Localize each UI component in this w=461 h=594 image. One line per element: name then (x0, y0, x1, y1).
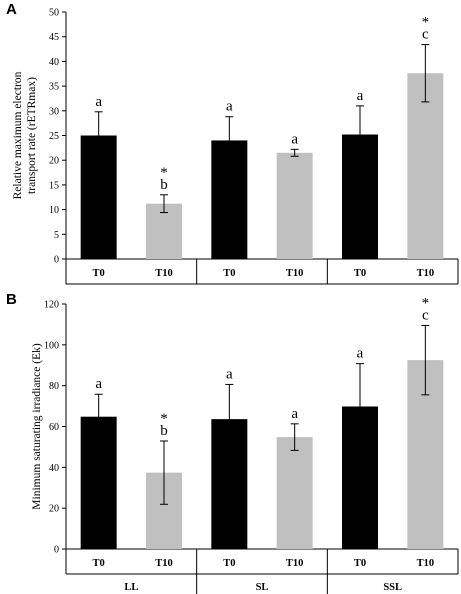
panel-letter: B (6, 291, 17, 308)
y-tick-label: 15 (49, 180, 59, 191)
x-tick-label: T0 (223, 268, 235, 279)
y-tick-label: 0 (54, 545, 59, 556)
y-tick-label: 20 (49, 156, 59, 167)
significance-star: * (422, 15, 430, 31)
group-label: LL (124, 582, 138, 593)
significance-letter: b (160, 423, 168, 439)
y-tick-label: 120 (44, 300, 59, 311)
significance-letter: a (95, 94, 102, 110)
significance-letter: c (422, 307, 429, 323)
y-axis-label: Minimum saturating irradiance (Ek) (31, 343, 43, 510)
x-tick-label: T10 (155, 268, 173, 279)
significance-letter: c (422, 27, 429, 43)
panel-a: A Relative maximum electron transport rate… (6, 1, 459, 285)
significance-letter: a (357, 88, 364, 104)
y-tick-label: 80 (49, 381, 59, 392)
x-tick-label: T0 (354, 268, 366, 279)
x-tick-label: T10 (286, 268, 304, 279)
x-tick-label: T0 (223, 558, 235, 569)
y-tick-label: 20 (49, 504, 59, 515)
x-tick-label: T0 (354, 558, 366, 569)
x-tick-label: T10 (417, 268, 435, 279)
significance-letter: a (291, 406, 298, 422)
significance-letter: a (95, 376, 102, 392)
x-tick-label: T10 (417, 558, 435, 569)
significance-letter: a (226, 99, 233, 115)
panel-b: B Minimum saturating irradiance (Ek) 0 20 40… (6, 291, 459, 594)
y-tick-label: 50 (49, 8, 59, 19)
y-tick-label: 40 (49, 57, 59, 68)
significance-star: * (422, 295, 430, 311)
significance-star: * (160, 165, 168, 181)
significance-star: * (160, 411, 168, 427)
y-tick-label: 100 (44, 340, 59, 351)
x-tick-label: T10 (286, 558, 304, 569)
y-tick-label: 35 (49, 82, 59, 93)
y-tick-label: 40 (49, 463, 59, 474)
significance-letter: b (160, 177, 168, 193)
y-tick-label: 45 (49, 32, 59, 43)
bar (276, 152, 313, 259)
bar (407, 73, 444, 259)
x-tick-label: T0 (93, 558, 105, 569)
significance-letter: a (226, 366, 233, 382)
significance-letter: a (291, 131, 298, 147)
bar (276, 437, 313, 549)
y-tick-label: 5 (54, 230, 59, 241)
y-axis-label: transport rate (rETRmax) (26, 77, 38, 194)
group-label: SL (256, 582, 269, 593)
y-tick-label: 0 (54, 255, 59, 266)
y-tick-label: 60 (49, 422, 59, 433)
y-axis-label: Relative maximum electron (12, 71, 24, 199)
x-tick-label: T10 (155, 558, 173, 569)
y-tick-label: 10 (49, 205, 59, 216)
y-tick-label: 25 (49, 131, 59, 142)
group-label: SSL (383, 582, 402, 593)
y-tick-label: 30 (49, 106, 59, 117)
x-tick-label: T0 (93, 268, 105, 279)
panel-letter: A (6, 1, 17, 18)
significance-letter: a (357, 346, 364, 362)
